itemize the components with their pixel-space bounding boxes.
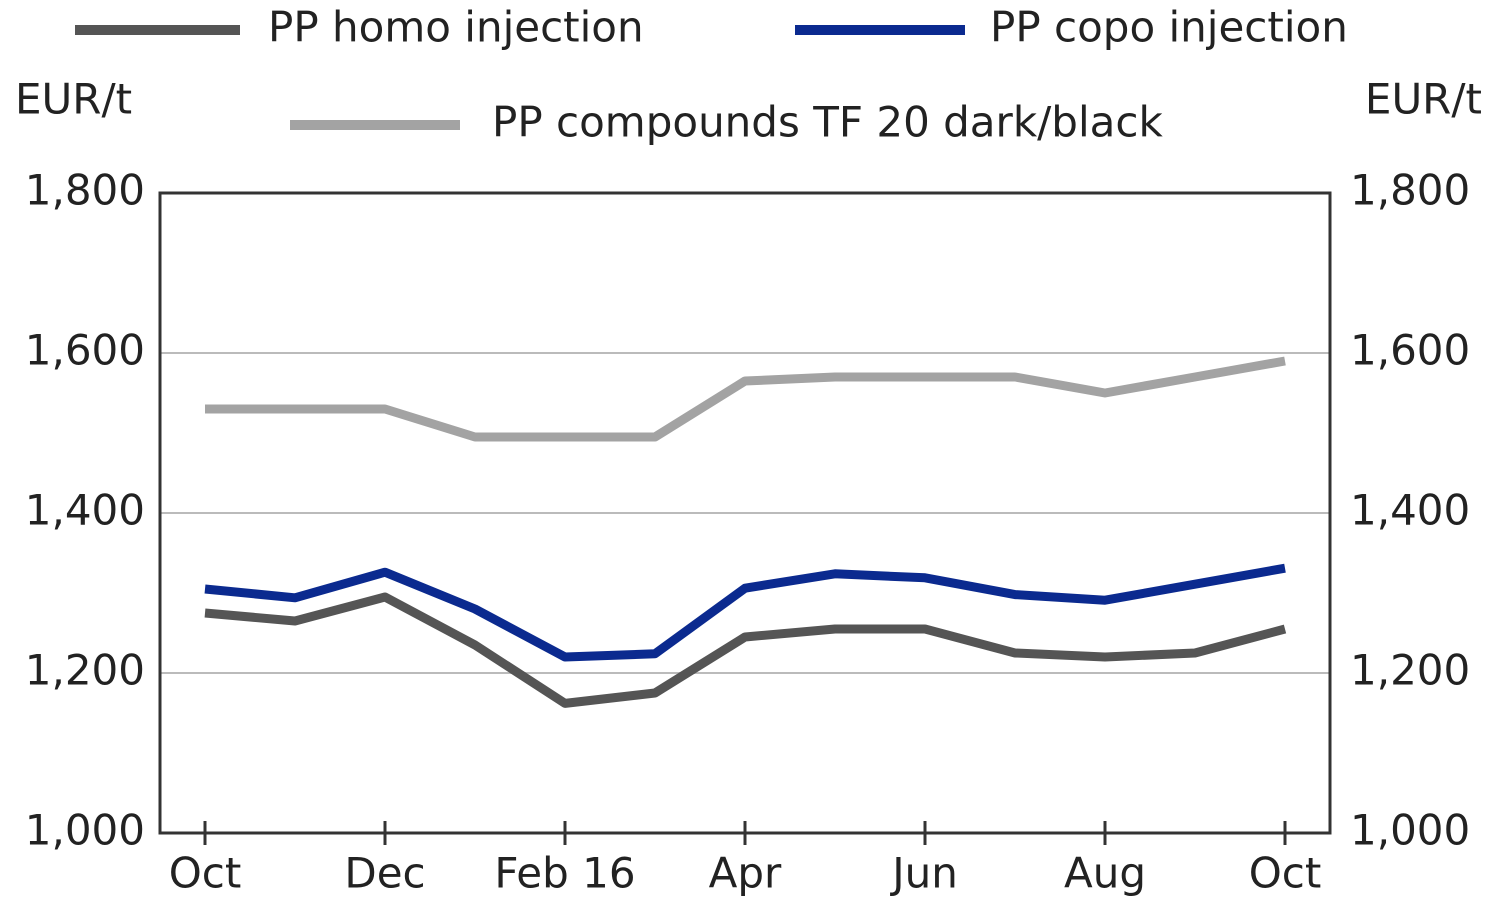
series-line xyxy=(204,563,1286,662)
x-tick-label: Apr xyxy=(709,849,782,897)
y2-tick-label: 1,000 xyxy=(1350,806,1470,855)
y2-tick-label: 1,400 xyxy=(1350,486,1470,535)
x-tick-label: Feb 16 xyxy=(494,849,635,897)
y2-tick-label: 1,800 xyxy=(1350,166,1470,215)
y-axis-label: EUR/t xyxy=(15,75,132,124)
x-tick-label: Aug xyxy=(1064,849,1146,897)
series-line xyxy=(204,592,1287,708)
y-tick-label: 1,400 xyxy=(25,486,145,535)
x-tick-label: Jun xyxy=(889,849,958,897)
y-tick-label: 1,200 xyxy=(25,646,145,695)
y2-axis-label: EUR/t xyxy=(1365,75,1482,124)
x-tick-label: Dec xyxy=(344,849,425,897)
x-tick-label: Oct xyxy=(169,849,242,897)
y2-tick-label: 1,200 xyxy=(1350,646,1470,695)
legend-label: PP compounds TF 20 dark/black xyxy=(492,98,1163,147)
y-tick-label: 1,600 xyxy=(25,326,145,375)
y-tick-label: 1,000 xyxy=(25,806,145,855)
series-line xyxy=(205,356,1286,442)
y2-tick-label: 1,600 xyxy=(1350,326,1470,375)
y-tick-label: 1,800 xyxy=(25,166,145,215)
x-tick-label: Oct xyxy=(1249,849,1322,897)
legend-label: PP copo injection xyxy=(990,3,1348,52)
legend-label: PP homo injection xyxy=(268,3,644,52)
